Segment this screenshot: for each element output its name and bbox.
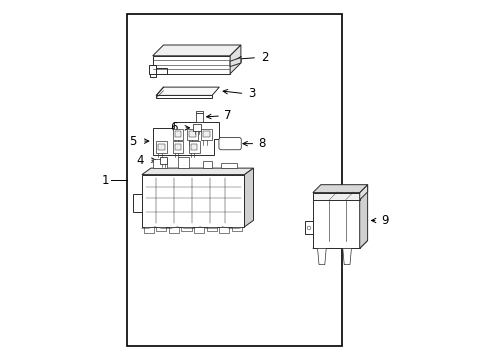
Polygon shape: [156, 87, 219, 95]
Bar: [231, 227, 242, 231]
Polygon shape: [142, 175, 244, 227]
Bar: [156, 141, 167, 153]
Text: 4: 4: [136, 154, 143, 167]
Bar: [194, 227, 204, 233]
Bar: [160, 157, 167, 164]
Bar: [221, 163, 237, 168]
Text: 3: 3: [247, 87, 255, 100]
Text: 9: 9: [381, 214, 388, 227]
Bar: [206, 227, 216, 231]
Bar: [174, 131, 181, 137]
Text: 6: 6: [170, 121, 178, 134]
Polygon shape: [152, 122, 219, 155]
Bar: [168, 227, 179, 233]
Text: 7: 7: [223, 109, 231, 122]
Bar: [152, 159, 167, 168]
Polygon shape: [244, 168, 253, 227]
FancyBboxPatch shape: [219, 138, 241, 150]
Bar: [219, 227, 229, 233]
Bar: [172, 129, 183, 140]
Bar: [143, 227, 153, 233]
Polygon shape: [230, 45, 241, 74]
Polygon shape: [359, 185, 367, 200]
Polygon shape: [230, 58, 241, 67]
Polygon shape: [359, 185, 367, 248]
Polygon shape: [142, 168, 253, 175]
Polygon shape: [156, 95, 212, 98]
Bar: [172, 141, 183, 153]
Polygon shape: [312, 185, 367, 193]
Polygon shape: [312, 240, 367, 248]
Polygon shape: [133, 194, 142, 212]
Text: 8: 8: [258, 137, 265, 150]
Polygon shape: [305, 221, 312, 234]
Text: 1: 1: [102, 174, 109, 186]
Bar: [190, 144, 197, 149]
Bar: [156, 227, 166, 231]
Polygon shape: [149, 65, 156, 74]
Bar: [178, 157, 188, 168]
Circle shape: [306, 226, 310, 230]
Polygon shape: [342, 248, 351, 265]
Bar: [201, 129, 212, 140]
Text: 2: 2: [260, 51, 267, 64]
Bar: [181, 227, 191, 231]
Bar: [174, 144, 181, 149]
Bar: [195, 111, 203, 113]
Bar: [203, 131, 209, 137]
Polygon shape: [156, 68, 167, 74]
Bar: [193, 124, 200, 131]
Bar: [189, 131, 195, 137]
Bar: [186, 129, 197, 140]
Polygon shape: [312, 193, 359, 248]
Polygon shape: [149, 74, 155, 77]
Bar: [203, 161, 212, 168]
Bar: [127, 14, 341, 346]
Polygon shape: [312, 193, 359, 200]
Polygon shape: [152, 56, 230, 74]
Bar: [188, 141, 199, 153]
Polygon shape: [152, 45, 241, 56]
Bar: [158, 144, 164, 149]
Text: 5: 5: [129, 135, 136, 148]
Bar: [196, 113, 203, 122]
Polygon shape: [317, 248, 325, 265]
